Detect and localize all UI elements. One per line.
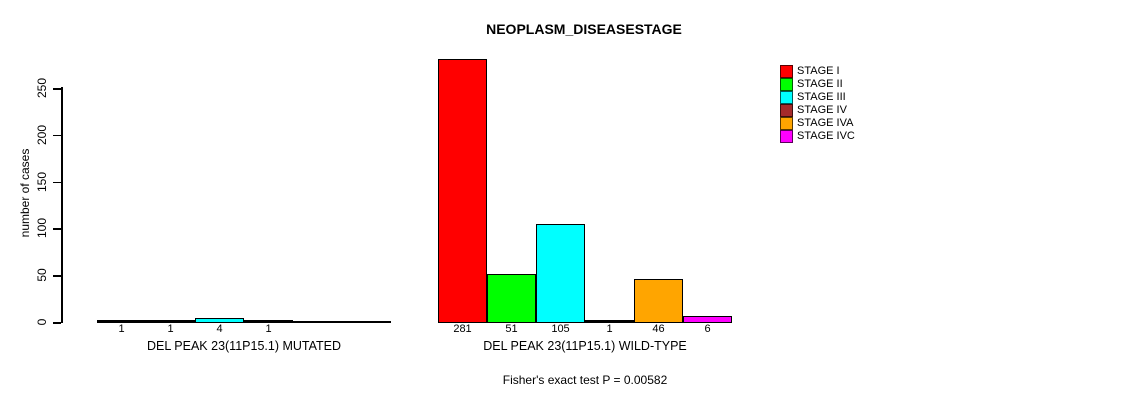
y-tick-label: 250 <box>35 77 49 99</box>
bar <box>97 320 146 323</box>
legend-label: STAGE IVA <box>797 117 854 129</box>
legend: STAGE I STAGE II STAGE III STAGE IV STAGE IV… <box>780 65 855 143</box>
bar <box>634 279 683 323</box>
y-tick-label: 100 <box>35 218 49 239</box>
y-tick-label: 150 <box>35 171 49 192</box>
group-label-mutated: DEL PEAK 23(11P15.1) MUTATED <box>146 339 342 353</box>
y-tick <box>53 322 61 324</box>
legend-label: STAGE II <box>797 78 843 90</box>
legend-swatch <box>780 130 793 143</box>
bar-value-label: 1 <box>118 323 125 335</box>
bar <box>438 59 487 323</box>
legend-item: STAGE I <box>780 65 855 78</box>
y-tick <box>53 134 61 137</box>
bar-value-label: 1 <box>606 323 613 335</box>
y-tick <box>53 181 61 184</box>
legend-item: STAGE IVA <box>780 117 855 130</box>
legend-item: STAGE IVC <box>780 130 855 143</box>
bar <box>585 320 634 323</box>
bar-value-label: 6 <box>704 323 711 335</box>
y-tick-label: 50 <box>35 268 49 282</box>
bar <box>683 316 732 323</box>
bar <box>146 320 195 323</box>
legend-swatch <box>780 65 793 78</box>
legend-item: STAGE IV <box>780 104 855 117</box>
legend-label: STAGE IV <box>797 104 847 116</box>
legend-label: STAGE I <box>797 65 840 77</box>
bar-value-label: 46 <box>652 323 665 335</box>
legend-item: STAGE II <box>780 78 855 91</box>
bar <box>487 274 536 323</box>
legend-swatch <box>780 91 793 104</box>
bar <box>195 318 244 323</box>
y-tick-label: 0 <box>35 318 49 326</box>
fisher-test-note: Fisher's exact test P = 0.00582 <box>502 373 668 387</box>
bar-value-label: 1 <box>265 323 272 335</box>
bar-value-label: 1 <box>167 323 174 335</box>
y-tick <box>53 88 61 90</box>
legend-label: STAGE III <box>797 91 846 103</box>
bar <box>244 320 293 323</box>
y-tick-label: 200 <box>35 124 49 145</box>
legend-label: STAGE IVC <box>797 130 855 142</box>
y-tick <box>53 228 61 230</box>
legend-swatch <box>780 117 793 130</box>
bar <box>536 224 585 323</box>
bar-value-label: 51 <box>505 323 518 335</box>
legend-swatch <box>780 78 793 91</box>
bar-value-label: 281 <box>453 323 472 335</box>
bar-value-label: 105 <box>551 323 570 335</box>
legend-swatch <box>780 104 793 117</box>
y-axis-line <box>61 87 63 323</box>
legend-item: STAGE III <box>780 91 855 104</box>
y-axis-label: number of cases <box>18 148 32 238</box>
chart-title: NEOPLASM_DISEASESTAGE <box>486 21 682 37</box>
bar-value-label: 4 <box>216 323 223 335</box>
group-label-wild-type: DEL PEAK 23(11P15.1) WILD-TYPE <box>483 339 687 353</box>
y-tick <box>53 275 61 277</box>
